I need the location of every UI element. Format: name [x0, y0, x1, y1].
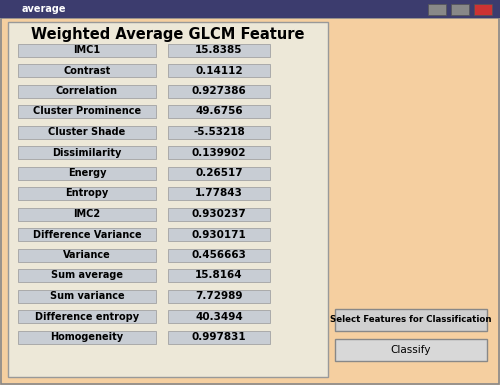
- FancyBboxPatch shape: [18, 84, 156, 97]
- Text: Difference Variance: Difference Variance: [32, 229, 142, 239]
- FancyBboxPatch shape: [8, 22, 328, 377]
- FancyBboxPatch shape: [18, 310, 156, 323]
- Text: IMC1: IMC1: [74, 45, 101, 55]
- Text: Cluster Shade: Cluster Shade: [48, 127, 126, 137]
- FancyBboxPatch shape: [451, 4, 469, 15]
- Text: Sum variance: Sum variance: [50, 291, 124, 301]
- FancyBboxPatch shape: [18, 105, 156, 118]
- Text: average: average: [22, 4, 66, 14]
- FancyBboxPatch shape: [0, 0, 500, 18]
- Text: 0.930171: 0.930171: [192, 229, 246, 239]
- FancyBboxPatch shape: [168, 290, 270, 303]
- FancyBboxPatch shape: [18, 248, 156, 261]
- Text: 0.14112: 0.14112: [195, 65, 243, 75]
- FancyBboxPatch shape: [18, 228, 156, 241]
- Text: 0.26517: 0.26517: [195, 168, 243, 178]
- Text: 0.456663: 0.456663: [192, 250, 246, 260]
- FancyBboxPatch shape: [18, 187, 156, 200]
- FancyBboxPatch shape: [168, 269, 270, 282]
- FancyBboxPatch shape: [168, 64, 270, 77]
- Text: 49.6756: 49.6756: [195, 107, 243, 117]
- Text: Contrast: Contrast: [64, 65, 110, 75]
- FancyBboxPatch shape: [18, 330, 156, 343]
- Text: 0.139902: 0.139902: [192, 147, 246, 157]
- Text: Weighted Average GLCM Feature: Weighted Average GLCM Feature: [31, 27, 305, 42]
- Text: Entropy: Entropy: [66, 189, 108, 199]
- FancyBboxPatch shape: [18, 64, 156, 77]
- FancyBboxPatch shape: [168, 166, 270, 179]
- Text: 15.8385: 15.8385: [195, 45, 243, 55]
- Text: -5.53218: -5.53218: [193, 127, 245, 137]
- Text: 7.72989: 7.72989: [195, 291, 243, 301]
- FancyBboxPatch shape: [335, 309, 487, 331]
- FancyBboxPatch shape: [168, 146, 270, 159]
- Text: Sum average: Sum average: [51, 271, 123, 281]
- FancyBboxPatch shape: [168, 330, 270, 343]
- Text: Correlation: Correlation: [56, 86, 118, 96]
- Text: 15.8164: 15.8164: [195, 271, 243, 281]
- FancyBboxPatch shape: [18, 208, 156, 221]
- FancyBboxPatch shape: [168, 126, 270, 139]
- FancyBboxPatch shape: [18, 166, 156, 179]
- FancyBboxPatch shape: [168, 44, 270, 57]
- Text: Classify: Classify: [391, 345, 431, 355]
- Text: Dissimilarity: Dissimilarity: [52, 147, 122, 157]
- FancyBboxPatch shape: [335, 339, 487, 361]
- Text: Difference entropy: Difference entropy: [35, 311, 139, 321]
- FancyBboxPatch shape: [428, 4, 446, 15]
- Text: 0.930237: 0.930237: [192, 209, 246, 219]
- FancyBboxPatch shape: [168, 228, 270, 241]
- FancyBboxPatch shape: [18, 44, 156, 57]
- FancyBboxPatch shape: [18, 146, 156, 159]
- FancyBboxPatch shape: [168, 187, 270, 200]
- Text: 0.927386: 0.927386: [192, 86, 246, 96]
- Text: IMC2: IMC2: [74, 209, 101, 219]
- Text: Variance: Variance: [63, 250, 111, 260]
- FancyBboxPatch shape: [18, 269, 156, 282]
- FancyBboxPatch shape: [168, 248, 270, 261]
- FancyBboxPatch shape: [474, 4, 492, 15]
- FancyBboxPatch shape: [168, 310, 270, 323]
- FancyBboxPatch shape: [18, 126, 156, 139]
- Text: Select Features for Classification: Select Features for Classification: [330, 315, 492, 325]
- FancyBboxPatch shape: [1, 18, 499, 384]
- FancyBboxPatch shape: [168, 84, 270, 97]
- Text: 1.77843: 1.77843: [195, 189, 243, 199]
- FancyBboxPatch shape: [168, 208, 270, 221]
- Text: Cluster Prominence: Cluster Prominence: [33, 107, 141, 117]
- Text: Energy: Energy: [68, 168, 106, 178]
- FancyBboxPatch shape: [18, 290, 156, 303]
- Text: Homogeneity: Homogeneity: [50, 332, 124, 342]
- Text: 0.997831: 0.997831: [192, 332, 246, 342]
- Text: 40.3494: 40.3494: [195, 311, 243, 321]
- FancyBboxPatch shape: [168, 105, 270, 118]
